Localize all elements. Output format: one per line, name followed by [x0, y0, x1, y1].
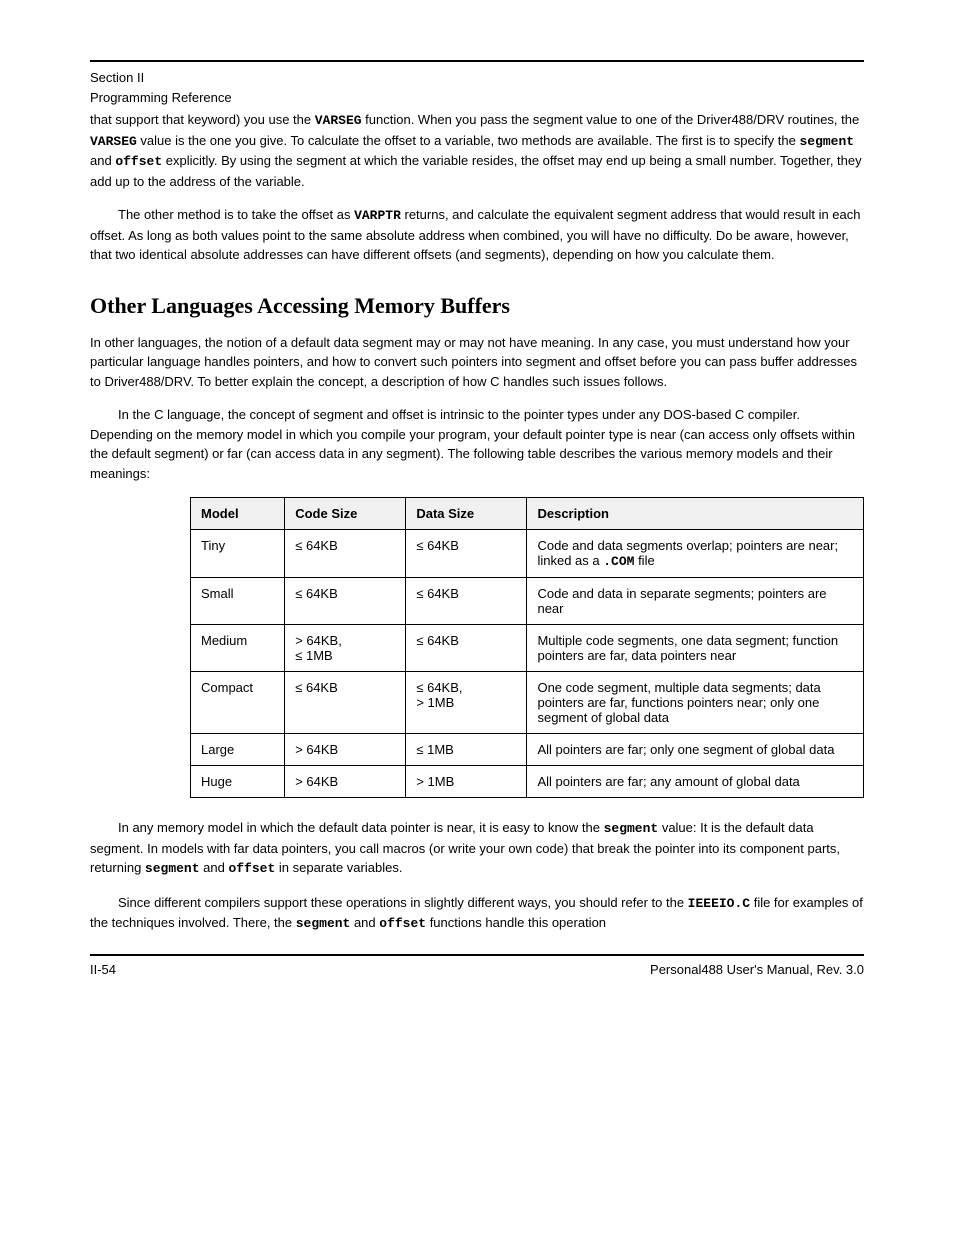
- cell-data: ≤ 64KB: [406, 578, 527, 625]
- cell-code: > 64KB: [285, 734, 406, 766]
- kb: 64KB: [423, 586, 458, 601]
- table-row: Large > 64KB ≤ 1MB All pointers are far;…: [191, 734, 864, 766]
- paragraph-4: In the C language, the concept of segmen…: [90, 405, 864, 483]
- footer-rule: [90, 954, 864, 956]
- kw-varseg-1: VARSEG: [315, 113, 362, 128]
- kw-segment-3: segment: [145, 861, 200, 876]
- table-row: Compact ≤ 64KB ≤ 64KB,> 1MB One code seg…: [191, 672, 864, 734]
- cell-model: Compact: [191, 672, 285, 734]
- th-model: Model: [191, 498, 285, 530]
- p5-a: In any memory model in which the default…: [118, 820, 604, 835]
- cell-model: Medium: [191, 625, 285, 672]
- kb: 64KB: [302, 538, 337, 553]
- rel: >: [295, 633, 303, 648]
- kb: 64KB: [423, 633, 458, 648]
- cell-code: ≤ 64KB: [285, 672, 406, 734]
- cell-data: > 1MB: [406, 766, 527, 798]
- kw-varseg-2: VARSEG: [90, 134, 137, 149]
- header-rule: [90, 60, 864, 62]
- cell-data: ≤ 64KB: [406, 625, 527, 672]
- table-row: Huge > 64KB > 1MB All pointers are far; …: [191, 766, 864, 798]
- section-heading-memory: Other Languages Accessing Memory Buffers: [90, 293, 864, 319]
- cell-data: ≤ 64KB: [406, 530, 527, 578]
- paragraph-1: that support that keyword) you use the V…: [90, 110, 864, 191]
- cell-code: ≤ 64KB: [285, 530, 406, 578]
- rel: >: [416, 774, 424, 789]
- cell-code: > 64KB: [285, 766, 406, 798]
- paragraph-2: The other method is to take the offset a…: [90, 205, 864, 265]
- cell-model: Huge: [191, 766, 285, 798]
- kb: 64KB,: [303, 633, 342, 648]
- footer: II-54 Personal488 User's Manual, Rev. 3.…: [90, 962, 864, 977]
- cell-desc: Code and data segments overlap; pointers…: [527, 530, 864, 578]
- header-subtitle: Programming Reference: [90, 90, 864, 105]
- kb: 1MB: [423, 742, 453, 757]
- kw-offset-3: offset: [379, 916, 426, 931]
- kb: 64KB: [423, 538, 458, 553]
- cell-code: ≤ 64KB: [285, 578, 406, 625]
- th-desc: Description: [527, 498, 864, 530]
- paragraph-6: Since different compilers support these …: [90, 893, 864, 934]
- header-title: Section II: [90, 70, 864, 85]
- kw-segment-4: segment: [296, 916, 351, 931]
- kw-offset-2: offset: [228, 861, 275, 876]
- footer-left: II-54: [90, 962, 116, 977]
- rel2: >: [416, 695, 424, 710]
- cell-desc: All pointers are far; any amount of glob…: [527, 766, 864, 798]
- p1-e: explicitly. By using the segment at whic…: [90, 153, 862, 189]
- p6-c: and: [350, 915, 379, 930]
- cell-desc: Code and data in separate segments; poin…: [527, 578, 864, 625]
- footer-right: Personal488 User's Manual, Rev. 3.0: [650, 962, 864, 977]
- kw-segment-2: segment: [604, 821, 659, 836]
- kb: 64KB: [302, 680, 337, 695]
- kb: 64KB: [302, 586, 337, 601]
- rel: >: [295, 742, 303, 757]
- p5-d: in separate variables.: [275, 860, 402, 875]
- cell-model: Tiny: [191, 530, 285, 578]
- kw-offset-1: offset: [115, 154, 162, 169]
- desc-code: .COM: [603, 554, 634, 569]
- kb: 64KB,: [423, 680, 462, 695]
- p1-c: value is the one you give. To calculate …: [137, 133, 800, 148]
- cell-desc: One code segment, multiple data segments…: [527, 672, 864, 734]
- p5-c: and: [200, 860, 229, 875]
- p1-d: and: [90, 153, 115, 168]
- memory-model-table-wrap: Model Code Size Data Size Description Ti…: [190, 497, 864, 798]
- table-row: Medium > 64KB,≤ 1MB ≤ 64KB Multiple code…: [191, 625, 864, 672]
- table-row: Tiny ≤ 64KB ≤ 64KB Code and data segment…: [191, 530, 864, 578]
- kb: 64KB: [303, 742, 338, 757]
- p1-b: function. When you pass the segment valu…: [362, 112, 860, 127]
- kw-ieeeio: IEEEIO.C: [688, 896, 750, 911]
- p6-a: Since different compilers support these …: [118, 895, 688, 910]
- table-header-row: Model Code Size Data Size Description: [191, 498, 864, 530]
- desc-a: Code and data segments overlap; pointers…: [537, 538, 838, 568]
- kb2: 1MB: [302, 648, 332, 663]
- cell-desc: Multiple code segments, one data segment…: [527, 625, 864, 672]
- kb2: 1MB: [424, 695, 454, 710]
- table-row: Small ≤ 64KB ≤ 64KB Code and data in sep…: [191, 578, 864, 625]
- desc-b: file: [634, 553, 654, 568]
- p6-d: functions handle this operation: [426, 915, 606, 930]
- cell-data: ≤ 64KB,> 1MB: [406, 672, 527, 734]
- kw-varptr: VARPTR: [354, 208, 401, 223]
- cell-model: Small: [191, 578, 285, 625]
- rel: >: [295, 774, 303, 789]
- paragraph-3: In other languages, the notion of a defa…: [90, 333, 864, 392]
- kb: 1MB: [424, 774, 454, 789]
- cell-code: > 64KB,≤ 1MB: [285, 625, 406, 672]
- p2-a: The other method is to take the offset a…: [118, 207, 354, 222]
- memory-model-table: Model Code Size Data Size Description Ti…: [190, 497, 864, 798]
- p1-a: that support that keyword) you use the: [90, 112, 315, 127]
- th-code: Code Size: [285, 498, 406, 530]
- kw-segment-1: segment: [799, 134, 854, 149]
- paragraph-5: In any memory model in which the default…: [90, 818, 864, 879]
- cell-desc: All pointers are far; only one segment o…: [527, 734, 864, 766]
- cell-data: ≤ 1MB: [406, 734, 527, 766]
- kb: 64KB: [303, 774, 338, 789]
- page: Section II Programming Reference that su…: [0, 0, 954, 1017]
- cell-model: Large: [191, 734, 285, 766]
- th-data: Data Size: [406, 498, 527, 530]
